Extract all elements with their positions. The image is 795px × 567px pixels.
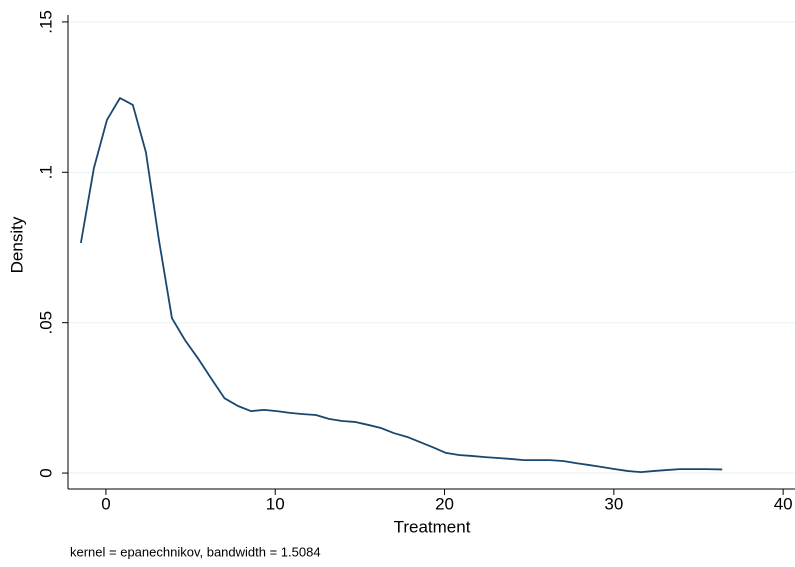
note: kernel = epanechnikov, bandwidth = 1.508…: [70, 544, 321, 559]
x-tick-label: 40: [774, 494, 793, 513]
y-tick-label: .1: [36, 165, 55, 179]
x-tick-label: 30: [604, 494, 623, 513]
y-tick-label: .15: [36, 10, 55, 34]
density-line: [79, 97, 723, 474]
x-tick-label: 0: [101, 494, 110, 513]
x-tick-label: 20: [435, 494, 454, 513]
y-tick-label: .05: [36, 311, 55, 335]
x-tick-label: 10: [266, 494, 285, 513]
x-axis-label: Treatment: [394, 517, 471, 536]
y-axis-label: Density: [7, 216, 26, 273]
y-tick-label: 0: [36, 468, 55, 477]
